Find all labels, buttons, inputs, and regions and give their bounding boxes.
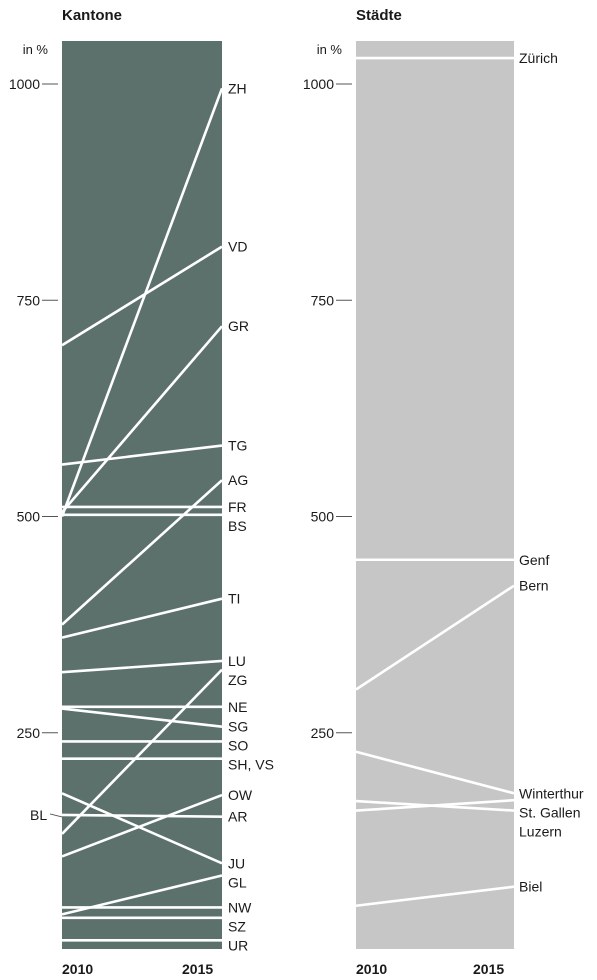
kantone-series-label-nw: NW bbox=[228, 899, 252, 915]
kantone-series-line-lu bbox=[61, 659, 223, 674]
staedte-series-label-luzern: Luzern bbox=[519, 823, 562, 839]
staedte-series-label-winterthur: Winterthur bbox=[519, 785, 584, 801]
kantone-series-label-fr: FR bbox=[228, 499, 247, 515]
kantone-series-label-sz: SZ bbox=[228, 918, 246, 934]
kantone-series-label-ag: AG bbox=[228, 472, 248, 488]
kantone-tick-label-750: 750 bbox=[17, 292, 41, 308]
staedte-chart-title: Städte bbox=[356, 7, 402, 24]
kantone-series-label-ne: NE bbox=[228, 699, 247, 715]
kantone-series-line-zh bbox=[60, 87, 224, 517]
staedte-tick-label-1000: 1000 bbox=[303, 76, 334, 92]
kantone-series-line-ju bbox=[61, 792, 223, 865]
kantone-series-label-gl: GL bbox=[228, 874, 247, 890]
kantone-series-label-so: SO bbox=[228, 738, 248, 754]
kantone-tick-label-250: 250 bbox=[17, 725, 41, 741]
kantone-plot-area bbox=[62, 41, 222, 949]
staedte-tick-label-250: 250 bbox=[311, 725, 335, 741]
staedte-x-label-2010: 2010 bbox=[356, 961, 387, 977]
kantone-series-label-vd: VD bbox=[228, 239, 247, 255]
staedte-tick-label-750: 750 bbox=[311, 292, 335, 308]
kantone-series-label-ur: UR bbox=[228, 937, 248, 953]
kantone-series-line-gr bbox=[61, 325, 223, 514]
kantone-series-label-ow: OW bbox=[228, 787, 253, 803]
staedte-series-line-luzern bbox=[355, 799, 515, 812]
kantone-tick-label-500: 500 bbox=[17, 509, 41, 525]
kantone-series-label-sg: SG bbox=[228, 719, 248, 735]
kantone-chart-title: Kantone bbox=[62, 7, 122, 24]
kantone-series-label-sh-vs: SH, VS bbox=[228, 757, 274, 773]
kantone-series-label-zh: ZH bbox=[228, 80, 247, 96]
kantone-series-label-bs: BS bbox=[228, 518, 247, 534]
staedte-series-label-bern: Bern bbox=[519, 578, 549, 594]
kantone-series-line-ti bbox=[61, 597, 223, 639]
kantone-series-line-ow bbox=[61, 793, 223, 858]
kantone-series-line-zg bbox=[61, 668, 223, 835]
staedte-series-line-winterthur bbox=[355, 750, 515, 795]
kantone-unit-label: in % bbox=[23, 42, 49, 57]
kantone-series-line-vd bbox=[61, 245, 223, 347]
staedte-series-label-genf: Genf bbox=[519, 552, 549, 568]
kantone-tick-label-1000: 1000 bbox=[9, 76, 40, 92]
kantone-annotation-leader-bl bbox=[49, 813, 63, 818]
kantone-series-label-tg: TG bbox=[228, 438, 247, 454]
staedte-series-label-st-gallen: St. Gallen bbox=[519, 804, 580, 820]
staedte-x-label-2015: 2015 bbox=[473, 961, 504, 977]
kantone-x-label-2010: 2010 bbox=[62, 961, 93, 977]
staedte-plot-area bbox=[356, 41, 514, 949]
kantone-series-label-ar: AR bbox=[228, 809, 247, 825]
staedte-tick-label-500: 500 bbox=[311, 509, 335, 525]
staedte-unit-label: in % bbox=[317, 42, 343, 57]
kantone-x-label-2015: 2015 bbox=[182, 961, 213, 977]
kantone-series-label-gr: GR bbox=[228, 318, 249, 334]
staedte-series-label-biel: Biel bbox=[519, 879, 542, 895]
kantone-series-label-ti: TI bbox=[228, 591, 240, 607]
staedte-series-label-zürich: Zürich bbox=[519, 50, 558, 66]
kantone-series-label-zg: ZG bbox=[228, 672, 247, 688]
kantone-series-line-ar bbox=[61, 813, 223, 818]
kantone-series-line-sg bbox=[61, 707, 223, 728]
kantone-annotation-bl: BL bbox=[30, 807, 47, 823]
kantone-series-line-tg bbox=[61, 444, 223, 466]
kantone-series-label-ju: JU bbox=[228, 855, 245, 871]
kantone-series-line-ag bbox=[61, 479, 223, 626]
staedte-series-line-bern bbox=[355, 584, 515, 691]
kantone-series-label-lu: LU bbox=[228, 653, 246, 669]
staedte-series-line-biel bbox=[355, 885, 515, 908]
